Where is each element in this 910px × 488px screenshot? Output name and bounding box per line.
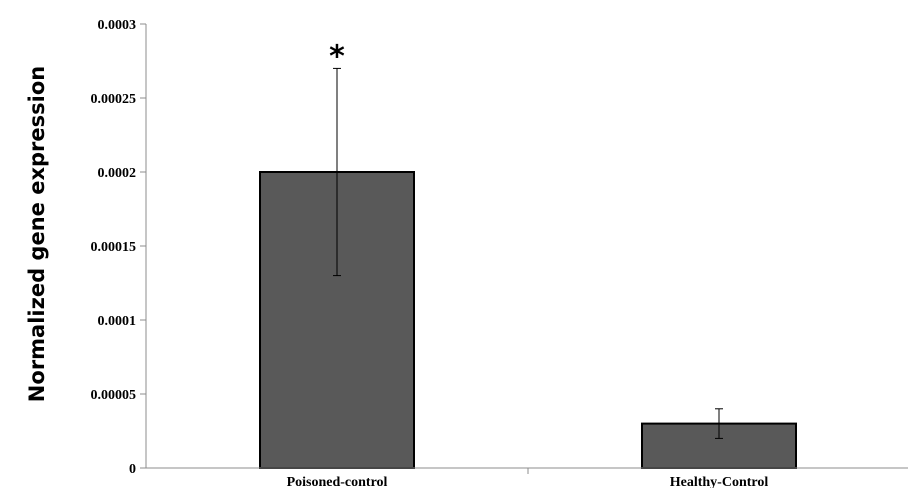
y-tick-label: 0.00005 [91,388,137,403]
y-axis-title: Normalized gene expression [25,66,49,402]
x-category-label: Poisoned-control [287,475,388,488]
significance-marker: * [329,39,345,74]
y-tick-label: 0.00015 [91,240,137,255]
y-tick-label: 0.0001 [98,314,137,329]
y-axis-ticks: 0 0.00005 0.0001 0.00015 0.0002 0.00025 0.0003 [91,18,146,477]
category-labels: Poisoned-control Healthy-Control [287,475,769,488]
y-tick-label: 0 [129,462,136,477]
bars: * [259,39,797,474]
y-tick-label: 0.0003 [98,18,137,33]
y-tick-label: 0.0002 [98,166,137,181]
x-category-label: Healthy-Control [670,475,769,488]
y-tick-label: 0.00025 [91,92,137,107]
